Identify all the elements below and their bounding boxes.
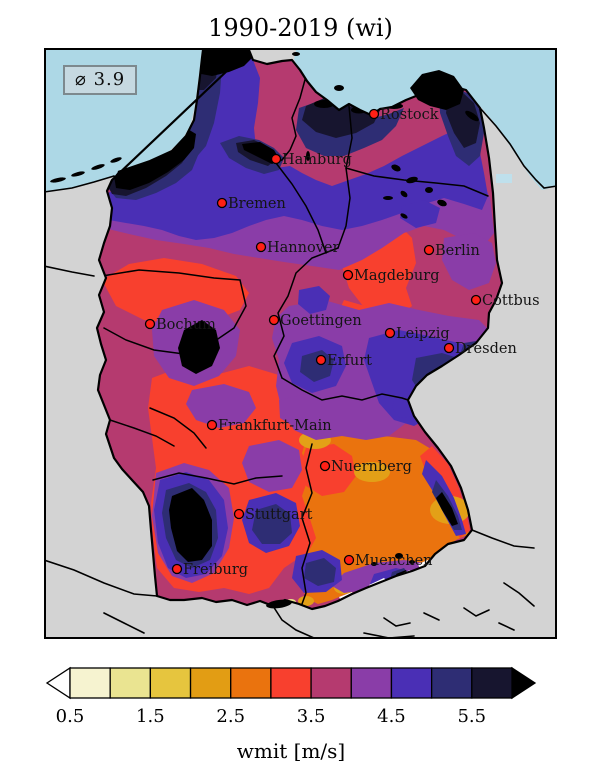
colorbar-tick-label: 1.5	[136, 706, 165, 727]
colorbar-axis-label: wmit [m/s]	[237, 739, 345, 763]
diameter-icon: ⌀	[75, 69, 87, 90]
colorbar-segment	[310, 667, 352, 699]
colorbar-tick-label: 5.5	[457, 706, 486, 727]
colorbar-over-arrow	[511, 666, 537, 700]
city-markers: Rostock Hamburg Bremen Hannover Berlin Magdeb…	[144, 107, 540, 578]
colorbar-tick-label: 2.5	[216, 706, 245, 727]
city-marker	[319, 460, 331, 472]
state-borders	[101, 75, 489, 605]
colorbar-segment	[471, 667, 513, 699]
colorbar-segment	[69, 667, 111, 699]
city-marker	[270, 153, 282, 165]
city-marker	[443, 342, 455, 354]
colorbar-under-arrow	[45, 666, 71, 700]
city-label: Bremen	[228, 196, 286, 212]
city-marker	[268, 314, 280, 326]
colorbar-segment	[189, 667, 232, 699]
city-marker	[384, 327, 396, 339]
ruegen-island	[410, 70, 464, 110]
map-axes: Rostock Hamburg Bremen Hannover Berlin Magdeb…	[43, 48, 558, 655]
city-label: Frankfurt-Main	[218, 418, 332, 434]
usedom-island	[465, 110, 479, 122]
city-label: Stuttgart	[245, 507, 313, 523]
plot-title: 1990-2019 (wi)	[208, 14, 393, 42]
city-marker	[423, 244, 435, 256]
city-marker	[368, 108, 380, 120]
city-marker	[255, 241, 267, 253]
city-label: Hamburg	[282, 152, 352, 168]
city-marker	[470, 294, 482, 306]
colorbar-segment	[230, 667, 272, 699]
colorbar-tick-label: 3.5	[297, 706, 326, 727]
city-label: Berlin	[435, 243, 480, 259]
city-label: Bochum	[156, 317, 216, 333]
city-label: Cottbus	[482, 293, 540, 309]
city-label: Magdeburg	[354, 268, 439, 284]
city-marker	[342, 269, 354, 281]
colorbar-tick-label: 0.5	[56, 706, 85, 727]
frisian-islands	[50, 52, 344, 183]
colorbar-segment	[430, 667, 473, 699]
colorbar-segment	[350, 667, 393, 699]
mean-value-badge: ⌀ 3.9	[63, 65, 138, 95]
city-marker	[171, 563, 183, 575]
city-label: Freiburg	[183, 562, 248, 578]
foreign-borders	[43, 107, 558, 655]
map-canvas: Rostock Hamburg Bremen Hannover Berlin Magdeb…	[43, 48, 558, 655]
city-marker	[315, 354, 327, 366]
city-label: Hannover	[267, 240, 339, 256]
city-marker	[343, 554, 355, 566]
city-label: Erfurt	[327, 353, 372, 369]
city-label: Leipzig	[396, 326, 450, 342]
colorbar-segment	[149, 667, 192, 699]
baltic-sea	[294, 48, 557, 190]
colorbar-tick-label: 4.5	[377, 706, 406, 727]
city-label: Nuernberg	[331, 459, 412, 475]
colorbar: 0.5 1.5 2.5 3.5 4.5 5.5 wmit [m/s]	[0, 652, 600, 780]
city-marker	[216, 197, 228, 209]
city-label: Muenchen	[355, 553, 432, 569]
city-marker	[206, 419, 218, 431]
city-label: Dresden	[455, 341, 517, 357]
city-label: Rostock	[380, 107, 439, 123]
mean-value: 3.9	[93, 69, 126, 90]
colorbar-segment	[109, 667, 152, 699]
germany-outline	[95, 48, 504, 611]
colorbar-segment	[390, 667, 433, 699]
city-marker	[233, 508, 245, 520]
city-marker	[144, 318, 156, 330]
city-label: Goettingen	[280, 313, 362, 329]
colorbar-segment	[270, 667, 312, 699]
lagoon	[496, 174, 512, 183]
map-frame	[44, 48, 557, 639]
colorbar-segments	[45, 666, 537, 700]
colorbar-ticks: 0.5 1.5 2.5 3.5 4.5 5.5	[56, 706, 486, 727]
